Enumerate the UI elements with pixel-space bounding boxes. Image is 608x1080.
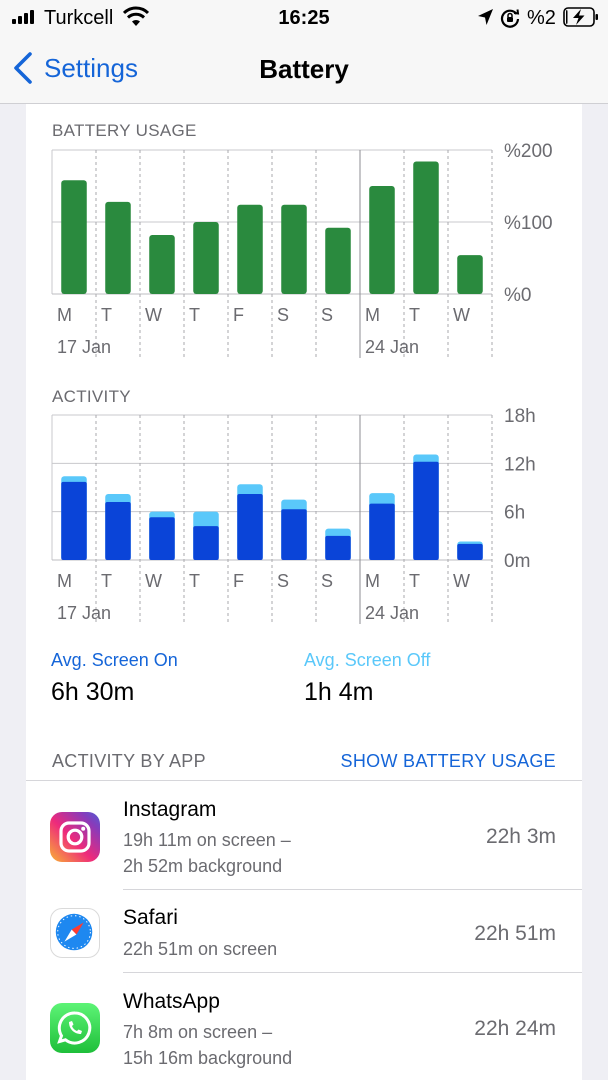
chevron-left-icon [14, 52, 32, 84]
bar-screen-on [61, 481, 87, 560]
back-button[interactable]: Settings [12, 48, 138, 88]
bar [149, 234, 175, 294]
x-tick-label: M [365, 305, 380, 325]
app-background-time: 15h 16m background [123, 1048, 293, 1068]
battery-charging-icon [563, 7, 598, 27]
carrier-name: Turkcell [44, 7, 114, 29]
app-name: WhatsApp [123, 990, 220, 1013]
status-bar: Turkcell 16:25 %2 [0, 0, 608, 36]
week-label: 17 Jan [57, 603, 111, 623]
y-tick-label: 18h [504, 406, 536, 427]
bar [105, 201, 131, 294]
x-tick-label: T [189, 305, 200, 325]
app-total-time: 22h 24m [474, 1017, 556, 1040]
bar-screen-on [149, 517, 175, 560]
bar [413, 161, 439, 294]
x-tick-label: M [365, 571, 380, 591]
app-screen-time: 22h 51m on screen [123, 939, 278, 959]
cellular-signal-icon [12, 10, 38, 24]
y-tick-label: %100 [504, 213, 553, 234]
app-row-whatsapp[interactable]: WhatsApp 7h 8m on screen – 15h 16m backg… [26, 973, 582, 1080]
activity-chart: 18h 12h 6h 0m M T W T F S S M T W 17 Jan 24 Jan [51, 406, 536, 624]
whatsapp-icon [50, 1003, 100, 1053]
x-tick-label: F [233, 305, 244, 325]
y-tick-label: 0m [504, 551, 530, 572]
navigation-bar: Settings Battery [0, 36, 608, 104]
x-tick-label: W [145, 305, 162, 325]
bar-screen-on [369, 503, 395, 560]
avg-screen-on-value: 6h 30m [51, 678, 135, 706]
x-tick-label: T [189, 571, 200, 591]
page-title: Battery [259, 54, 349, 84]
x-tick-label: S [321, 571, 333, 591]
app-row-safari[interactable]: Safari 22h 51m on screen 22h 51m [26, 890, 582, 972]
x-tick-label: M [57, 305, 72, 325]
x-tick-label: F [233, 571, 244, 591]
x-tick-label: S [321, 305, 333, 325]
week-label: 24 Jan [365, 337, 419, 357]
divider [123, 972, 582, 973]
divider [123, 889, 582, 890]
bar-screen-on [105, 502, 131, 560]
wifi-icon [123, 6, 149, 26]
bar [369, 186, 395, 294]
bar-screen-on [457, 543, 483, 560]
app-screen-time: 19h 11m on screen – [123, 830, 291, 850]
y-tick-label: %0 [504, 285, 531, 306]
safari-icon [50, 908, 100, 958]
avg-screen-off-value: 1h 4m [304, 678, 374, 706]
bar [237, 204, 263, 294]
rotation-lock-icon [500, 9, 520, 28]
x-tick-label: S [277, 571, 289, 591]
divider [26, 780, 582, 781]
battery-usage-chart: %200 %100 %0 M T W T F S S M T W 17 Jan 24 Jan [51, 141, 553, 358]
bar-screen-on [413, 461, 439, 560]
x-tick-label: T [409, 571, 420, 591]
activity-heading: ACTIVITY [52, 387, 131, 406]
bar [325, 227, 351, 294]
y-tick-label: 12h [504, 454, 536, 475]
x-tick-label: T [409, 305, 420, 325]
bar [281, 204, 307, 294]
app-screen-time: 7h 8m on screen – [123, 1022, 273, 1042]
x-tick-label: W [453, 571, 470, 591]
app-name: Instagram [123, 798, 217, 821]
battery-usage-heading: BATTERY USAGE [52, 121, 197, 140]
app-background-time: 2h 52m background [123, 856, 283, 876]
instagram-icon [50, 812, 100, 862]
week-label: 17 Jan [57, 337, 111, 357]
bar [457, 255, 483, 294]
x-tick-label: S [277, 305, 289, 325]
bar-screen-on [281, 509, 307, 560]
app-total-time: 22h 51m [474, 922, 556, 945]
avg-screen-off-label: Avg. Screen Off [304, 650, 431, 670]
bar-screen-on [325, 535, 351, 560]
y-tick-label: %200 [504, 141, 553, 162]
x-tick-label: M [57, 571, 72, 591]
battery-percent: %2 [527, 7, 556, 29]
activity-by-app-heading: ACTIVITY BY APP [52, 751, 206, 771]
bar-screen-on [237, 493, 263, 560]
status-time: 16:25 [278, 7, 330, 29]
show-battery-usage-button[interactable]: SHOW BATTERY USAGE [340, 751, 556, 771]
y-tick-label: 6h [504, 503, 525, 524]
x-tick-label: W [145, 571, 162, 591]
x-tick-label: T [101, 305, 112, 325]
week-label: 24 Jan [365, 603, 419, 623]
back-button-label: Settings [44, 52, 138, 83]
bar-screen-on [193, 526, 219, 560]
content-card: BATTERY USAGE %200 %100 %0 M T W T F S S M T W 17 Jan… [26, 104, 582, 1080]
app-name: Safari [123, 906, 178, 929]
avg-screen-on-label: Avg. Screen On [51, 650, 178, 670]
x-tick-label: T [101, 571, 112, 591]
x-tick-label: W [453, 305, 470, 325]
location-arrow-icon [478, 9, 493, 25]
bar [61, 180, 87, 294]
app-row-instagram[interactable]: Instagram 19h 11m on screen – 2h 52m bac… [26, 781, 582, 889]
app-total-time: 22h 3m [485, 825, 556, 848]
bar [193, 222, 219, 294]
